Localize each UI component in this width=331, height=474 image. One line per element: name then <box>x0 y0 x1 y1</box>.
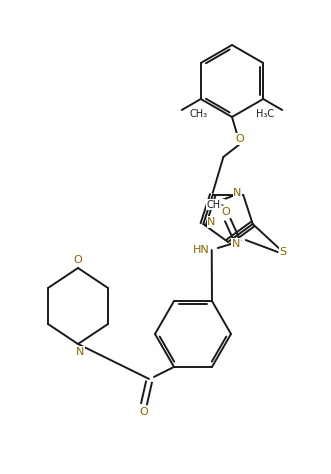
Text: N: N <box>76 347 84 357</box>
Text: CH₃: CH₃ <box>190 109 208 119</box>
Text: N: N <box>207 217 215 227</box>
Text: S: S <box>279 247 286 257</box>
Text: CH₃: CH₃ <box>206 200 224 210</box>
Text: O: O <box>140 407 148 417</box>
Text: O: O <box>221 207 230 217</box>
Text: O: O <box>236 134 244 144</box>
Text: N: N <box>233 188 242 198</box>
Text: H₃C: H₃C <box>256 109 274 119</box>
Text: O: O <box>73 255 82 265</box>
Text: HN: HN <box>193 245 210 255</box>
Text: N: N <box>232 239 240 249</box>
